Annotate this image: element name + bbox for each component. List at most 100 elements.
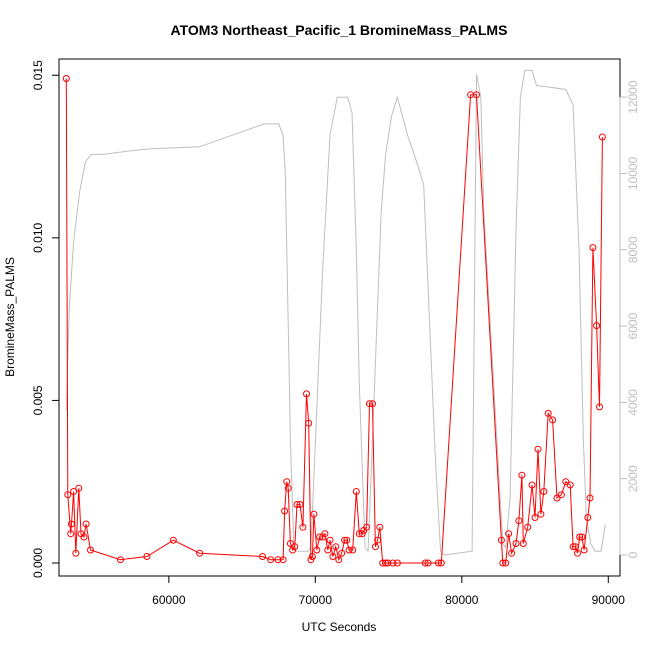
bromine-point (283, 478, 291, 486)
bromine-point (329, 553, 337, 560)
bromine-point (70, 488, 78, 495)
bromine-point (358, 530, 366, 538)
bromine-point (393, 559, 401, 567)
bromine-point (72, 549, 80, 557)
bromine-point (321, 530, 329, 538)
bromine-point (524, 523, 532, 531)
altitude-line (65, 69, 606, 556)
bromine-point (196, 549, 204, 557)
bromine-point (324, 546, 332, 554)
y2-tick-label: 2000 (626, 465, 640, 492)
bromine-point (343, 536, 351, 544)
bromine-point (299, 523, 307, 531)
bromine-point (508, 549, 516, 557)
bromine-point (437, 559, 445, 567)
altitude-series (65, 69, 606, 556)
bromine-point (531, 514, 539, 521)
bromine-point (571, 543, 579, 551)
bromine-point (143, 553, 151, 560)
bromine-point (80, 533, 88, 541)
x-tick-label: 80000 (445, 593, 479, 607)
y-tick-label: 0.010 (31, 222, 45, 252)
bromine-point (562, 478, 570, 486)
bromine-point (376, 523, 384, 531)
bromine-point (596, 403, 603, 411)
bromine-point (580, 546, 588, 554)
bromine-point (589, 244, 597, 252)
bromine-point (421, 559, 429, 567)
y-tick-label: 0.005 (31, 385, 45, 415)
bromine-point (553, 494, 561, 502)
bromine-point (352, 488, 360, 495)
bromine-point (267, 556, 275, 564)
bromine-point (259, 553, 267, 560)
bromine-point (379, 559, 387, 567)
bromine-point (502, 559, 510, 567)
x-tick-label: 70000 (299, 593, 333, 607)
y-tick-label: 0.000 (31, 548, 45, 578)
bromine-line (65, 78, 603, 564)
bromine-point (586, 494, 594, 502)
y-tick-label: 0.015 (31, 60, 45, 90)
bromine-point (305, 419, 313, 427)
bromine-point (366, 400, 373, 408)
bromine-point (293, 501, 301, 508)
bromine-point (62, 75, 70, 82)
chart-title: ATOM3 Northeast_Pacific_1 BromineMass_PA… (171, 22, 508, 38)
bromine-point (424, 559, 432, 567)
bromine-point (284, 484, 292, 492)
bromine-point (518, 471, 526, 479)
y2-tick-label: 6000 (626, 312, 640, 339)
bromine-point (296, 501, 304, 508)
bromine-point (274, 556, 282, 564)
bromine-point (566, 481, 574, 489)
bromine-point (326, 536, 334, 544)
bromine-point (598, 133, 606, 141)
bromine-point (67, 530, 75, 538)
bromine-point (574, 549, 581, 557)
bromine-point (82, 520, 90, 528)
bromine-point (75, 484, 83, 492)
bromine-point (169, 536, 177, 544)
bromine-point (308, 553, 316, 560)
bromine-point (310, 510, 318, 518)
bromine-point (584, 514, 592, 521)
x-axis-label: UTC Seconds (302, 620, 377, 634)
bromine-point (540, 488, 548, 495)
bromine-point (519, 540, 527, 547)
bromine-point (534, 445, 542, 453)
y2-tick-label: 8000 (626, 236, 640, 263)
bromine-point (473, 91, 480, 99)
bromine-point (313, 546, 321, 554)
y2-tick-label: 12000 (626, 80, 640, 114)
bromine-point (349, 546, 357, 554)
bromine-point (374, 536, 382, 544)
bromine-point (382, 559, 390, 567)
bromine-point (332, 543, 340, 551)
bromine-point (537, 510, 545, 518)
bromine-point (117, 556, 124, 564)
bromine-point (515, 517, 523, 525)
axes: 60000 70000 80000 900000.0000.0050.0100.015… (31, 60, 640, 607)
bromine-series (62, 75, 606, 567)
bromine-point (497, 536, 505, 544)
bromine-point (363, 523, 371, 531)
bromine-point (512, 540, 520, 547)
bromine-point (68, 520, 75, 528)
bromine-point (303, 390, 310, 398)
y2-tick-label: 4000 (626, 389, 640, 416)
bromine-point (576, 533, 584, 541)
bromine-point (279, 556, 287, 564)
bromine-point (341, 536, 349, 544)
bromine-point (338, 549, 346, 557)
bromine-point (569, 543, 577, 551)
bromine-point (499, 559, 507, 567)
y-axis-label: BromineMass_PALMS (3, 257, 17, 377)
bromine-point (345, 546, 353, 554)
y2-tick-label: 0 (626, 551, 640, 558)
x-tick-label: 60000 (152, 593, 186, 607)
bromine-point (281, 507, 289, 515)
bromine-point (389, 559, 397, 567)
bromine-point (434, 559, 442, 567)
